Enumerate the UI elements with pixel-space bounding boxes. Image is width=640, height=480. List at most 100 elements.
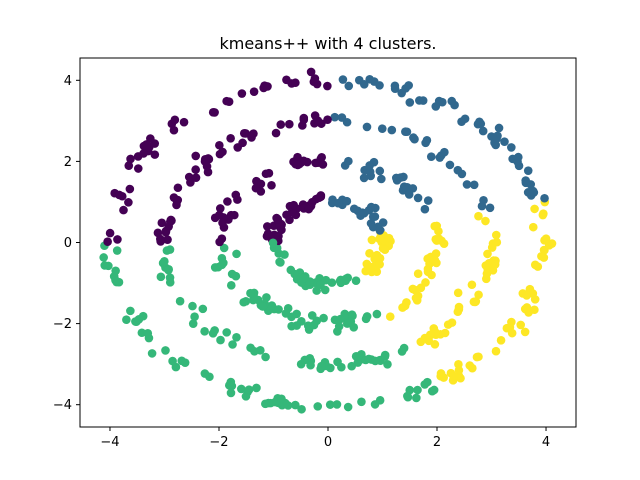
plot-frame <box>79 57 577 428</box>
data-point <box>216 335 225 345</box>
data-point <box>161 227 171 237</box>
data-point <box>530 204 539 214</box>
data-point <box>481 216 490 226</box>
data-point <box>537 251 546 261</box>
data-point <box>153 228 163 238</box>
data-point <box>349 204 359 214</box>
data-point <box>494 123 504 133</box>
data-point <box>210 326 219 335</box>
data-point <box>332 400 342 409</box>
x-axis: −4 −2 0 2 4 <box>100 427 550 450</box>
data-point <box>179 117 189 127</box>
data-point <box>252 383 261 393</box>
data-point <box>423 377 432 387</box>
data-point <box>474 211 483 221</box>
x-tick-label: 4 <box>542 435 550 450</box>
data-point <box>380 245 390 254</box>
data-point <box>533 262 543 271</box>
data-point <box>292 321 301 330</box>
data-point <box>347 310 357 320</box>
data-point <box>399 172 408 182</box>
data-point <box>173 183 183 193</box>
data-point <box>286 265 296 275</box>
data-point <box>367 235 377 245</box>
data-point <box>375 166 385 176</box>
data-point <box>405 98 415 107</box>
data-point <box>316 280 325 290</box>
data-point <box>490 260 500 269</box>
data-point <box>241 392 251 401</box>
data-point <box>426 152 436 162</box>
data-point <box>261 399 270 409</box>
data-point <box>372 309 382 319</box>
data-point <box>285 215 294 225</box>
data-point <box>291 78 300 88</box>
data-point <box>431 102 441 111</box>
data-point <box>307 311 317 320</box>
data-point <box>161 346 170 355</box>
data-point <box>370 212 380 221</box>
data-point <box>232 332 241 342</box>
data-point <box>522 291 531 300</box>
data-point <box>274 305 283 314</box>
data-point <box>252 176 261 186</box>
data-point <box>113 235 122 244</box>
data-point <box>330 112 340 122</box>
data-point <box>449 371 458 381</box>
data-point <box>370 400 380 409</box>
data-point <box>500 137 509 146</box>
data-point <box>217 260 227 270</box>
data-point <box>306 67 316 77</box>
data-point <box>314 193 324 203</box>
data-point <box>491 346 501 356</box>
data-point <box>365 167 375 177</box>
data-point <box>276 120 286 129</box>
data-point <box>318 160 328 169</box>
data-point <box>238 138 247 148</box>
data-point <box>485 203 495 213</box>
data-point <box>125 184 135 194</box>
data-point <box>453 165 463 175</box>
data-point <box>357 397 366 407</box>
data-point <box>402 298 411 307</box>
data-point <box>191 165 200 174</box>
data-point <box>277 394 286 404</box>
data-point <box>337 113 347 122</box>
chart-title: kmeans++ with 4 clusters. <box>219 34 436 53</box>
data-point <box>356 211 365 220</box>
data-point <box>383 360 392 369</box>
data-point <box>438 97 447 107</box>
y-tick-label: 4 <box>64 74 72 89</box>
data-point <box>530 295 540 304</box>
data-point <box>285 119 294 129</box>
data-point <box>297 404 306 414</box>
data-point <box>261 352 270 362</box>
data-point <box>413 193 423 203</box>
data-point <box>447 318 457 327</box>
data-point <box>371 203 380 213</box>
data-point <box>475 117 484 127</box>
data-point <box>218 147 227 157</box>
data-point <box>380 350 390 360</box>
data-point <box>467 280 477 290</box>
data-point <box>342 196 352 206</box>
data-point <box>239 297 248 307</box>
data-point <box>167 216 176 225</box>
data-point <box>244 385 254 395</box>
data-point <box>280 250 289 259</box>
data-point <box>377 174 386 184</box>
y-tick-label: 2 <box>64 155 72 170</box>
data-point <box>412 393 421 403</box>
data-point <box>524 308 533 317</box>
data-point <box>323 81 332 91</box>
data-point <box>369 77 379 86</box>
data-point <box>465 361 475 370</box>
data-point <box>156 272 166 282</box>
y-tick-label: −4 <box>53 398 72 413</box>
data-point <box>191 151 201 161</box>
data-point <box>139 149 148 158</box>
data-point <box>219 243 229 253</box>
data-point <box>293 160 303 170</box>
data-point <box>435 153 445 162</box>
data-point <box>391 173 401 183</box>
